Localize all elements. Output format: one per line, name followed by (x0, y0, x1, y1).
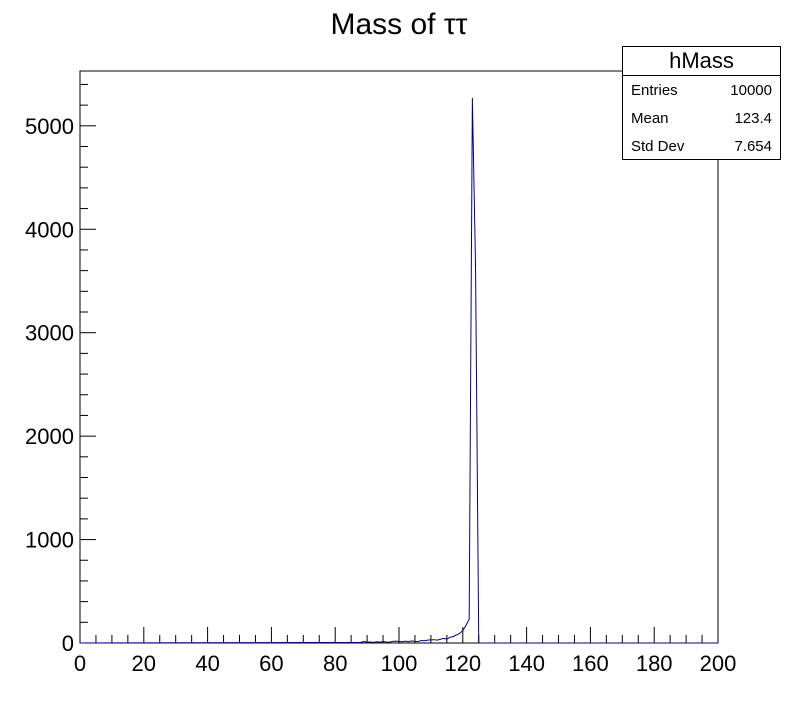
y-tick-label: 1000 (25, 528, 74, 553)
x-tick-label: 160 (572, 651, 609, 676)
histogram-bin (450, 637, 453, 643)
stats-box: hMass Entries 10000 Mean 123.4 Std Dev 7… (622, 46, 781, 160)
histogram-bin (456, 635, 459, 643)
stats-box-title: hMass (623, 47, 780, 76)
x-axis: 0 20 40 60 80 100 120 140 160 180 200 (74, 627, 736, 676)
y-tick-label: 3000 (25, 321, 74, 346)
y-tick-label: 5000 (25, 114, 74, 139)
stddev-value: 7.654 (734, 137, 772, 155)
mean-label: Mean (631, 109, 669, 127)
y-tick-label: 4000 (25, 217, 74, 242)
x-tick-label: 100 (381, 651, 418, 676)
stddev-label: Std Dev (631, 137, 685, 155)
mean-value: 123.4 (734, 109, 772, 127)
histogram-bin (469, 619, 472, 643)
x-tick-label: 40 (195, 651, 219, 676)
histogram-bin (440, 639, 443, 643)
x-tick-label: 180 (636, 651, 673, 676)
entries-label: Entries (631, 81, 678, 99)
y-axis: 0 1000 2000 3000 4000 5000 (25, 83, 96, 656)
histogram-bin (453, 637, 456, 643)
x-tick-label: 0 (74, 651, 86, 676)
histogram-line (79, 97, 718, 644)
y-tick-label: 2000 (25, 424, 74, 449)
y-tick-label: 0 (62, 631, 74, 656)
x-tick-label: 80 (323, 651, 347, 676)
stats-row-mean: Mean 123.4 (623, 104, 780, 132)
x-tick-label: 140 (508, 651, 545, 676)
chart-title: Mass of ττ (330, 8, 468, 41)
entries-value: 10000 (730, 81, 772, 99)
stats-row-stddev: Std Dev 7.654 (623, 132, 780, 160)
stats-row-entries: Entries 10000 (623, 76, 780, 104)
x-tick-label: 20 (132, 651, 156, 676)
x-tick-label: 120 (444, 651, 481, 676)
x-tick-label: 200 (700, 651, 737, 676)
x-tick-label: 60 (259, 651, 283, 676)
histogram-bin (466, 625, 469, 643)
